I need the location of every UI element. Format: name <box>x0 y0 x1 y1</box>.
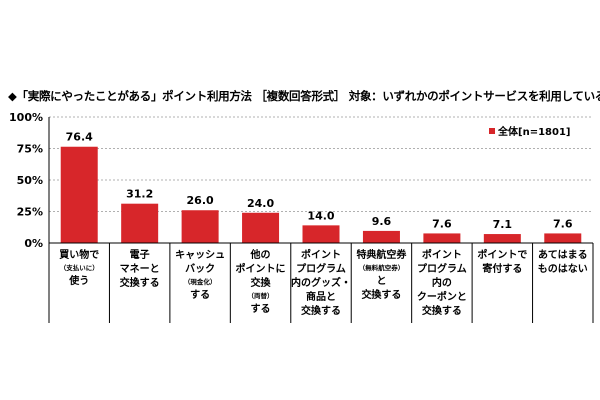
bar <box>483 234 521 243</box>
page-title: ◆「実際にやったことがある」ポイント利用方法 ［複数回答形式］ 対象：いずれかの… <box>8 89 600 103</box>
bar <box>181 210 219 243</box>
value-label: 9.6 <box>372 215 392 228</box>
category-label: ポイントで寄付する <box>477 248 527 275</box>
y-tick-label: 50% <box>17 174 43 187</box>
legend-label: 全体[n=1801] <box>497 125 570 138</box>
value-label: 7.1 <box>493 218 513 231</box>
legend: 全体[n=1801] <box>489 125 570 138</box>
category-label: ポイントプログラム内のクーポンと交換する <box>417 248 467 317</box>
category-label: あてはまるものはない <box>538 248 588 275</box>
bar <box>302 225 340 243</box>
value-label: 7.6 <box>553 217 573 230</box>
y-tick-label: 25% <box>17 206 43 219</box>
bar <box>60 146 98 243</box>
value-label: 26.0 <box>187 194 214 207</box>
bar <box>242 212 280 243</box>
category-label: 買い物で（支払いに）使う <box>59 248 99 287</box>
category-label: キャッシュバック（現金化）する <box>175 249 225 301</box>
value-label: 24.0 <box>247 197 274 210</box>
y-tick-label: 0% <box>24 237 43 250</box>
category-label: 電子マネーと交換する <box>120 249 160 289</box>
value-label: 7.6 <box>432 217 452 230</box>
value-label: 14.0 <box>307 209 334 222</box>
bar <box>544 233 582 243</box>
category-label: 特典航空券（無料航空券）と交換する <box>356 248 407 301</box>
category-label: 他のポイントに交換（両替）する <box>236 248 286 315</box>
legend-swatch <box>489 128 495 134</box>
bar <box>423 233 461 243</box>
bars <box>60 146 582 243</box>
bar <box>362 230 400 243</box>
y-tick-label: 75% <box>17 143 43 156</box>
value-label: 76.4 <box>66 131 93 144</box>
y-tick-label: 100% <box>9 111 43 124</box>
category-label: ポイントプログラム内のグッズ・商品と交換する <box>291 248 351 317</box>
gridlines <box>49 116 593 212</box>
bar <box>121 203 159 243</box>
category-labels: 買い物で（支払いに）使う電子マネーと交換するキャッシュバック（現金化）する他のポ… <box>59 248 588 317</box>
value-label: 31.2 <box>126 188 153 201</box>
axes: 0% 25% 50% 75% 100% <box>9 111 594 323</box>
value-labels: 76.4 31.2 26.0 24.0 14.0 9.6 7.6 7.1 7.6 <box>66 131 573 231</box>
